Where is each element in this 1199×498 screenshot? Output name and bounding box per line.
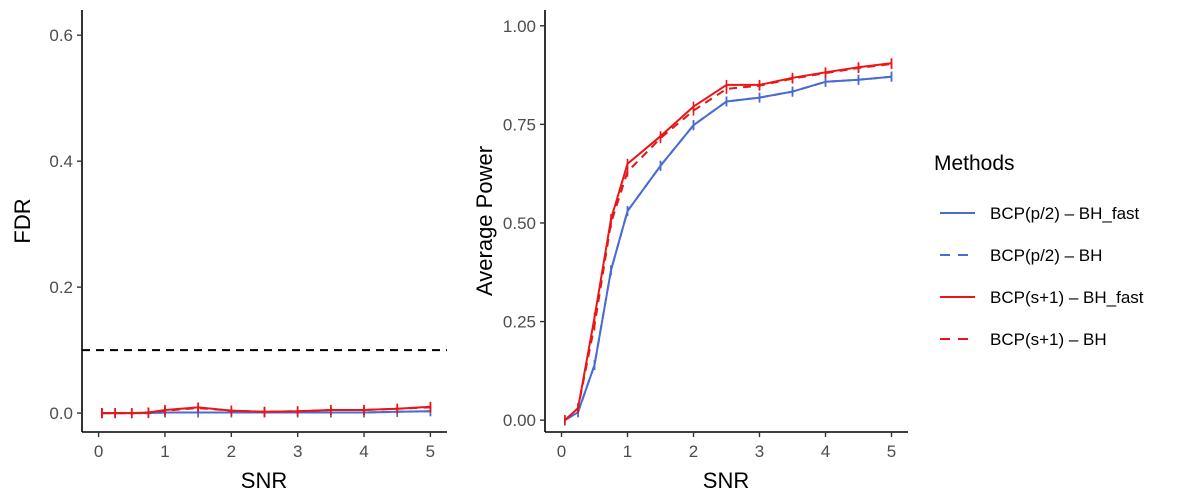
- fdr-y-tick-label: 0.4: [49, 152, 73, 171]
- fdr-y-axis-title: FDR: [10, 198, 35, 243]
- fdr-y-ticks: 0.0 0.2 0.4 0.6: [49, 26, 82, 423]
- fdr-x-tick-label: 3: [293, 442, 302, 461]
- power-y-tick-label: 0.50: [503, 214, 536, 233]
- legend-item-label: BCP(p/2) – BH_fast: [990, 204, 1140, 223]
- power-y-axis-title: Average Power: [472, 146, 497, 296]
- fdr-x-tick-label: 1: [160, 442, 169, 461]
- power-series-line-2: [564, 62, 892, 421]
- power-plot-area: [563, 58, 893, 426]
- power-x-tick-label: 3: [755, 442, 764, 461]
- power-x-tick-label: 1: [623, 442, 632, 461]
- power-y-tick-label: 0.75: [503, 115, 536, 134]
- fdr-y-tick-label: 0.2: [49, 278, 73, 297]
- legend-item-label: BCP(p/2) – BH: [990, 246, 1102, 265]
- power-x-tick-label: 0: [557, 442, 566, 461]
- fdr-x-ticks: 0 1 2 3 4 5: [94, 432, 435, 461]
- power-y-tick-label: 0.00: [503, 411, 536, 430]
- fdr-x-tick-label: 0: [94, 442, 103, 461]
- power-x-tick-label: 2: [689, 442, 698, 461]
- power-y-tick-label: 1.00: [503, 17, 536, 36]
- power-series-line-3: [564, 63, 892, 421]
- legend-item-label: BCP(s+1) – BH: [990, 330, 1107, 349]
- power-x-tick-label: 5: [887, 442, 896, 461]
- power-panel: 0.00 0.25 0.50 0.75 1.00 0 1 2 3 4 5 SNR Average …: [472, 10, 908, 493]
- power-series-line-1: [564, 75, 892, 422]
- power-y-ticks: 0.00 0.25 0.50 0.75 1.00: [503, 17, 545, 430]
- power-x-axis-title: SNR: [703, 468, 749, 493]
- fdr-x-tick-label: 4: [359, 442, 368, 461]
- fdr-panel: 0.0 0.2 0.4 0.6 0 1 2 3 4 5 SNR FDR: [10, 10, 447, 493]
- fdr-x-tick-label: 5: [426, 442, 435, 461]
- legend-items: BCP(p/2) – BH_fast BCP(p/2) – BH BCP(s+1) …: [940, 204, 1144, 349]
- fdr-plot-area: [82, 349, 447, 419]
- fdr-y-tick-label: 0.6: [49, 26, 73, 45]
- fdr-y-tick-label: 0.0: [49, 404, 73, 423]
- legend-item-label: BCP(s+1) – BH_fast: [990, 288, 1144, 307]
- legend-title: Methods: [934, 152, 1015, 175]
- power-series-line-0: [564, 75, 892, 422]
- fdr-x-axis-title: SNR: [241, 468, 287, 493]
- power-x-tick-label: 4: [821, 442, 830, 461]
- power-y-tick-label: 0.25: [503, 313, 536, 332]
- power-x-ticks: 0 1 2 3 4 5: [557, 432, 896, 461]
- fdr-x-tick-label: 2: [227, 442, 236, 461]
